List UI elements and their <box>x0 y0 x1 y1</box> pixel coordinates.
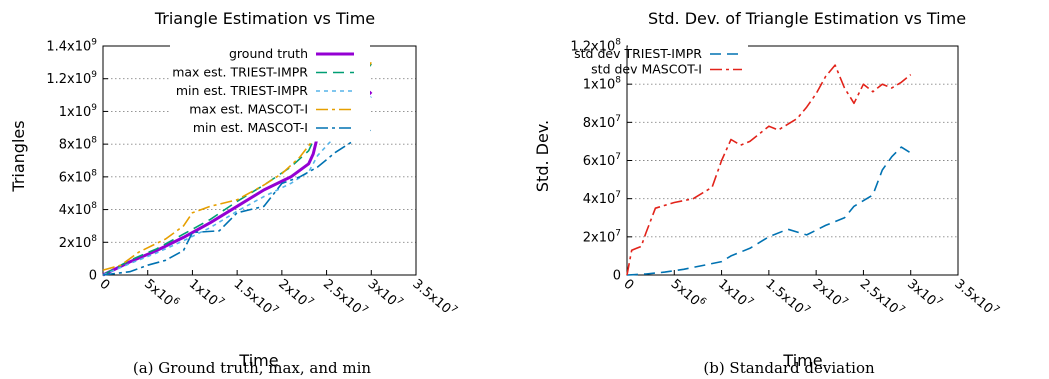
x-tick-label: 0 <box>620 277 636 294</box>
legend-background <box>170 45 370 142</box>
y-tick-exponent: 9 <box>91 103 97 113</box>
y-tick-label: 1x108 <box>583 76 622 93</box>
y-tick-label: 8x108 <box>59 136 98 153</box>
y-tick-exponent: 9 <box>91 70 97 80</box>
x-tick-exponent: 7 <box>269 304 280 315</box>
y-tick-exponent: 7 <box>615 190 621 200</box>
figure-caption: (b) Standard deviation <box>703 359 875 377</box>
y-tick-exponent: 8 <box>91 136 97 146</box>
x-tick-exponent: 7 <box>394 296 405 307</box>
y-tick-label: 6x107 <box>583 152 621 169</box>
y-axis-label: Triangles <box>9 120 28 192</box>
x-tick-label: 1x107 <box>715 275 755 313</box>
x-tick-exponent: 7 <box>744 296 755 307</box>
y-tick-label: 4x108 <box>59 201 98 218</box>
x-tick-label: 2x107 <box>810 275 850 313</box>
y-tick-label: 2x108 <box>59 234 98 251</box>
x-tick-exponent: 7 <box>448 304 459 315</box>
x-tick-exponent: 7 <box>215 296 226 307</box>
x-tick-label: 3.5x107 <box>409 275 459 321</box>
y-tick-label: 6x108 <box>59 168 98 185</box>
x-tick-label: 1.5x107 <box>762 275 812 321</box>
series-line <box>102 128 372 276</box>
x-tick-label: 3x107 <box>365 275 405 313</box>
x-tick-label: 1x107 <box>186 275 226 313</box>
y-tick-exponent: 7 <box>615 228 621 238</box>
legend-label: ground truth <box>229 46 308 61</box>
x-tick-exponent: 7 <box>839 296 850 307</box>
y-tick-label: 0 <box>89 269 97 284</box>
y-tick-exponent: 8 <box>615 38 621 48</box>
y-tick-exponent: 8 <box>615 76 621 86</box>
series-line <box>626 64 912 276</box>
y-tick-label: 8x107 <box>583 114 621 131</box>
y-tick-label: 0 <box>613 269 621 284</box>
x-tick-label: 5x106 <box>668 275 708 313</box>
y-tick-label: 1.2x108 <box>570 38 621 55</box>
legend-label: std dev MASCOT-I <box>591 62 702 77</box>
x-tick-label: 1.5x107 <box>231 275 281 321</box>
chart-std-dev: Std. Dev. of Triangle Estimation vs Time… <box>533 9 1001 377</box>
x-tick-exponent: 7 <box>896 304 907 315</box>
x-tick-exponent: 6 <box>171 296 182 308</box>
series-line <box>626 146 912 276</box>
y-tick-exponent: 8 <box>91 168 97 178</box>
y-tick-exponent: 8 <box>91 234 97 244</box>
y-tick-exponent: 9 <box>91 38 97 48</box>
figure-caption: (a) Ground truth, max, and min <box>133 359 372 377</box>
x-tick-label: 3.5x107 <box>951 275 1001 321</box>
y-tick-exponent: 8 <box>91 201 97 211</box>
y-axis-label: Std. Dev. <box>533 120 552 192</box>
x-axis-label: Time <box>782 351 822 370</box>
x-tick-label: 2.5x107 <box>857 275 907 321</box>
y-tick-exponent: 7 <box>615 114 621 124</box>
y-tick-label: 1.2x109 <box>46 70 97 87</box>
x-tick-label: 2x107 <box>275 275 315 313</box>
y-tick-label: 4x107 <box>583 190 621 207</box>
chart-title: Triangle Estimation vs Time <box>154 9 375 28</box>
y-tick-exponent: 7 <box>615 152 621 162</box>
legend-background <box>628 45 748 80</box>
legend-label: max est. MASCOT-I <box>189 102 308 117</box>
y-tick-label: 1.4x109 <box>46 38 97 55</box>
x-tick-label: 5x106 <box>141 275 181 313</box>
y-tick-label: 2x107 <box>583 228 621 245</box>
legend-label: std dev TRIEST-IMPR <box>574 46 702 61</box>
x-tick-label: 2.5x107 <box>320 275 370 321</box>
x-tick-exponent: 7 <box>801 304 812 315</box>
x-axis-label: Time <box>238 351 278 370</box>
chart-title: Std. Dev. of Triangle Estimation vs Time <box>648 9 966 28</box>
legend-label: min est. MASCOT-I <box>193 120 308 135</box>
legend-label: max est. TRIEST-IMPR <box>172 65 308 80</box>
x-tick-label: 0 <box>96 277 112 294</box>
x-tick-exponent: 6 <box>697 296 708 308</box>
x-tick-exponent: 7 <box>305 296 316 307</box>
chart-triangle-estimation: Triangle Estimation vs Time Triangles Ti… <box>9 9 459 377</box>
y-tick-label: 1x109 <box>59 103 98 120</box>
x-tick-exponent: 7 <box>359 304 370 315</box>
x-tick-exponent: 7 <box>990 304 1001 315</box>
legend-label: min est. TRIEST-IMPR <box>176 83 308 98</box>
x-tick-label: 3x107 <box>904 275 944 313</box>
x-tick-exponent: 7 <box>934 296 945 307</box>
